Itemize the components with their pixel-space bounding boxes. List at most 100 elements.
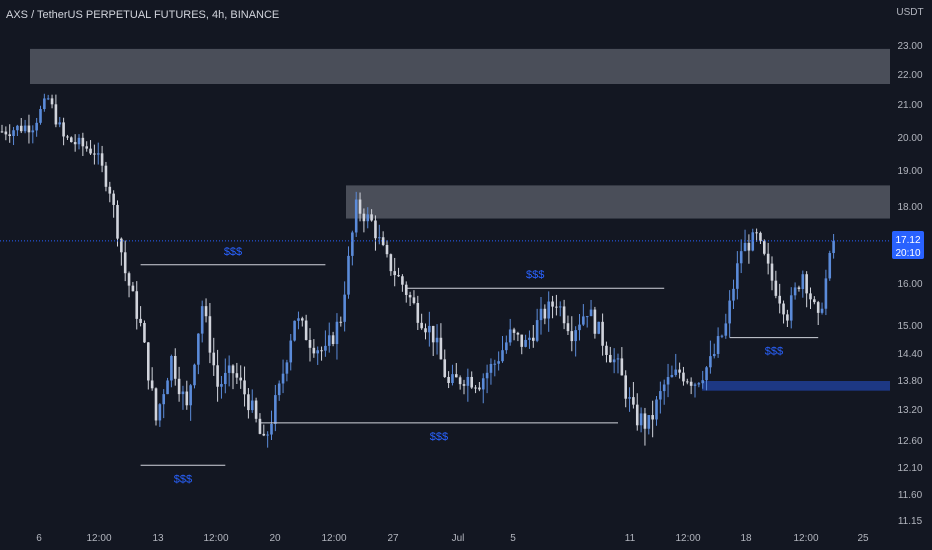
candle-body[interactable]	[277, 383, 281, 396]
candle-body[interactable]	[643, 413, 647, 429]
candle-body[interactable]	[362, 213, 366, 222]
candle-body[interactable]	[516, 332, 520, 335]
candle-body[interactable]	[397, 275, 400, 277]
candle-body[interactable]	[208, 316, 212, 353]
candle-body[interactable]	[289, 340, 293, 363]
candle-body[interactable]	[424, 328, 427, 333]
candle-body[interactable]	[331, 335, 335, 345]
candle-body[interactable]	[81, 137, 85, 147]
candle-body[interactable]	[116, 204, 119, 239]
candle-body[interactable]	[720, 335, 724, 337]
candle-body[interactable]	[150, 380, 154, 389]
candle-body[interactable]	[200, 306, 204, 334]
candle-body[interactable]	[689, 381, 693, 386]
candle-body[interactable]	[605, 345, 608, 355]
candle-body[interactable]	[655, 399, 658, 420]
candle-body[interactable]	[139, 318, 142, 323]
candle-body[interactable]	[801, 274, 805, 290]
candle-body[interactable]	[420, 322, 423, 329]
candle-body[interactable]	[766, 253, 770, 264]
candle-body[interactable]	[343, 294, 346, 322]
candle-body[interactable]	[705, 367, 708, 381]
candle-body[interactable]	[716, 336, 720, 354]
candle-body[interactable]	[566, 323, 570, 332]
candle-body[interactable]	[755, 232, 758, 234]
candle-body[interactable]	[35, 122, 38, 131]
candle-body[interactable]	[435, 337, 439, 343]
supply-zone-top[interactable]	[30, 48, 890, 84]
candle-body[interactable]	[701, 380, 704, 384]
candle-body[interactable]	[647, 415, 651, 429]
candle-body[interactable]	[724, 323, 728, 336]
candle-body[interactable]	[820, 308, 824, 313]
candle-body[interactable]	[739, 251, 743, 264]
candle-body[interactable]	[539, 308, 543, 321]
candle-body[interactable]	[481, 378, 485, 390]
candle-body[interactable]	[258, 418, 262, 434]
candle-body[interactable]	[474, 387, 477, 389]
candle-body[interactable]	[85, 146, 88, 149]
candle-body[interactable]	[385, 244, 389, 255]
candle-body[interactable]	[293, 320, 296, 341]
candle-body[interactable]	[181, 391, 185, 395]
candle-body[interactable]	[416, 303, 420, 323]
candle-body[interactable]	[239, 377, 242, 381]
candle-body[interactable]	[478, 387, 481, 390]
candle-body[interactable]	[601, 321, 604, 346]
candle-body[interactable]	[227, 365, 231, 373]
candle-body[interactable]	[16, 125, 19, 131]
candle-body[interactable]	[270, 423, 273, 435]
candle-body[interactable]	[100, 153, 104, 166]
candle-body[interactable]	[358, 199, 362, 214]
candle-body[interactable]	[412, 297, 416, 304]
candle-body[interactable]	[147, 342, 150, 381]
candle-body[interactable]	[597, 321, 601, 334]
candle-body[interactable]	[162, 394, 165, 405]
candle-body[interactable]	[493, 363, 497, 365]
candle-body[interactable]	[401, 276, 404, 285]
candle-body[interactable]	[108, 186, 112, 194]
candle-body[interactable]	[809, 293, 812, 300]
candle-body[interactable]	[374, 220, 377, 239]
candle-body[interactable]	[547, 301, 550, 319]
candle-body[interactable]	[408, 294, 412, 298]
candle-body[interactable]	[458, 377, 462, 385]
candle-body[interactable]	[786, 314, 789, 321]
candle-body[interactable]	[743, 242, 747, 252]
candle-body[interactable]	[197, 333, 200, 365]
candle-body[interactable]	[127, 273, 131, 286]
candle-body[interactable]	[58, 122, 62, 125]
candle-body[interactable]	[520, 334, 524, 347]
candle-body[interactable]	[301, 318, 304, 321]
candle-body[interactable]	[351, 232, 354, 256]
candle-body[interactable]	[747, 242, 751, 251]
candle-body[interactable]	[439, 337, 443, 360]
candle-body[interactable]	[466, 376, 470, 386]
candle-body[interactable]	[582, 316, 585, 325]
candle-body[interactable]	[70, 137, 73, 143]
candle-body[interactable]	[316, 350, 319, 354]
candle-body[interactable]	[662, 384, 666, 392]
candle-body[interactable]	[670, 374, 674, 378]
candle-body[interactable]	[378, 237, 381, 239]
candle-body[interactable]	[813, 299, 816, 303]
candle-body[interactable]	[66, 136, 69, 138]
demand-zone[interactable]	[702, 381, 890, 391]
candle-body[interactable]	[247, 394, 250, 411]
candle-body[interactable]	[339, 321, 343, 323]
candle-body[interactable]	[443, 359, 447, 377]
candle-body[interactable]	[501, 350, 504, 362]
candle-body[interactable]	[216, 365, 219, 387]
candle-body[interactable]	[173, 355, 177, 379]
candle-body[interactable]	[659, 391, 662, 400]
candle-body[interactable]	[123, 252, 127, 274]
candle-body[interactable]	[224, 372, 227, 385]
candle-body[interactable]	[0, 131, 4, 133]
candle-body[interactable]	[508, 329, 512, 343]
candle-body[interactable]	[204, 306, 208, 317]
candle-body[interactable]	[297, 318, 300, 321]
candle-body[interactable]	[770, 263, 774, 281]
x-axis[interactable]: 6 12:00 13 12:00 20 12:00 27 Jul 5 11 12:00 18 12:00…	[36, 533, 869, 544]
candle-body[interactable]	[697, 383, 701, 385]
